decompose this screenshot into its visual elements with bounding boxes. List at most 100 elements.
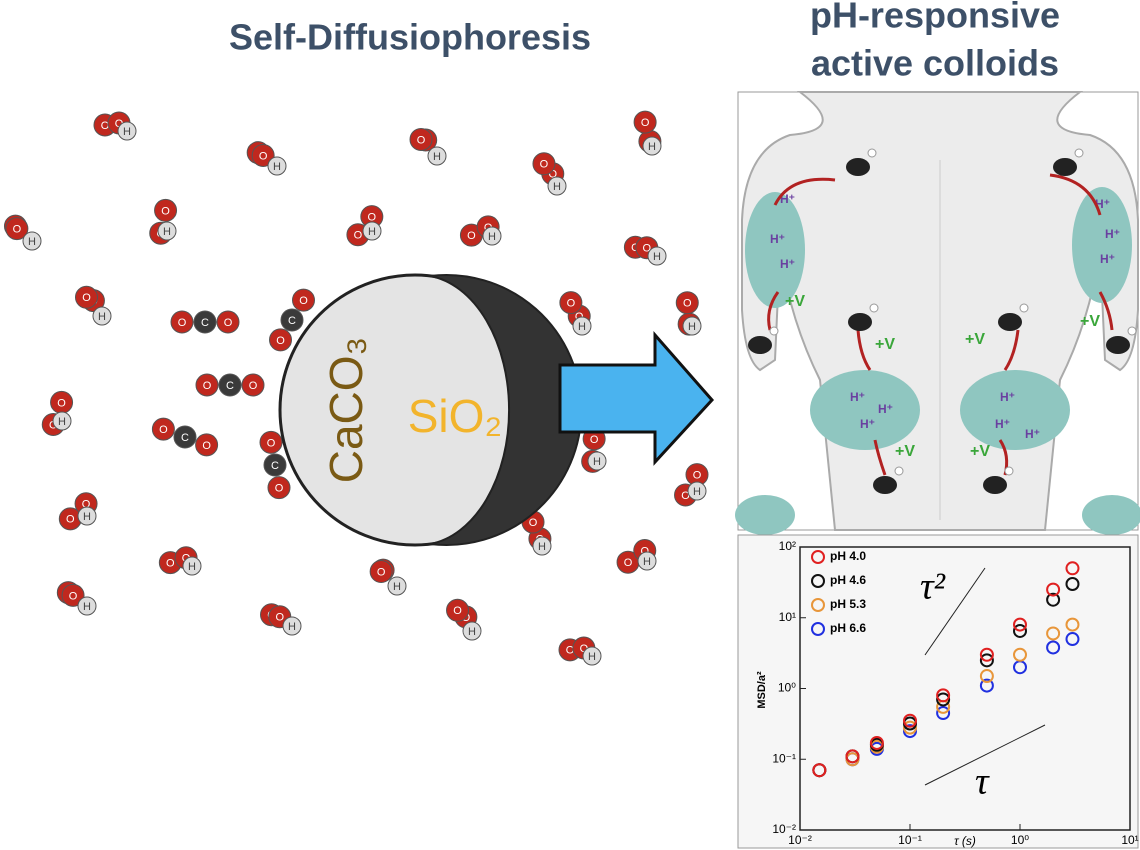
data-point xyxy=(845,749,860,764)
atom xyxy=(369,560,393,584)
bubble xyxy=(869,303,879,313)
atom xyxy=(647,246,667,266)
atom xyxy=(241,373,265,397)
proton-label: H⁺ xyxy=(995,417,1010,431)
atom-label: O xyxy=(683,298,692,310)
atom-label: O xyxy=(166,557,175,569)
atom-label: H xyxy=(28,236,36,248)
atom xyxy=(269,328,292,352)
data-point xyxy=(1065,617,1080,632)
bubble xyxy=(1074,148,1084,158)
y-tick-label: 10² xyxy=(779,539,796,553)
data-point xyxy=(979,678,994,693)
colloid xyxy=(998,313,1022,331)
data-point xyxy=(1046,640,1061,655)
atom xyxy=(170,310,194,334)
proton-label: H⁺ xyxy=(1025,427,1040,441)
legend-label: pH 4.0 xyxy=(830,549,866,563)
atom xyxy=(427,146,447,166)
atom xyxy=(582,646,602,666)
acid-region xyxy=(1082,495,1140,535)
atom-label: O xyxy=(178,317,187,329)
atom xyxy=(195,373,219,397)
atom-label: O xyxy=(624,557,633,569)
atom-label: O xyxy=(354,230,363,242)
bubble xyxy=(867,148,877,158)
atom-label: H xyxy=(593,456,601,468)
y-axis-label: MSD/a² xyxy=(756,671,768,709)
core-label: SiO₂ xyxy=(408,390,503,442)
atom-label: O xyxy=(161,205,170,217)
colloid xyxy=(848,313,872,331)
atom xyxy=(446,598,470,622)
colloid xyxy=(846,158,870,176)
atom-label: H xyxy=(273,161,281,173)
atom xyxy=(22,231,42,251)
atom-label: H xyxy=(468,626,476,638)
atom-label: O xyxy=(13,224,22,236)
acid-region xyxy=(745,192,805,308)
water-molecule: OOH xyxy=(446,598,482,641)
movement-arrow xyxy=(773,177,836,206)
data-point xyxy=(936,706,951,721)
atom-label: O xyxy=(259,150,268,162)
atom-label: O xyxy=(566,645,575,657)
atom-label: O xyxy=(82,499,91,511)
acid-region xyxy=(1072,187,1132,303)
movement-arrow xyxy=(1098,291,1114,331)
proton-label: H⁺ xyxy=(770,232,785,246)
colloid xyxy=(983,476,1007,494)
atom xyxy=(218,373,242,397)
water-molecule: OOH xyxy=(41,390,74,436)
atom-label: O xyxy=(548,169,557,181)
atom xyxy=(387,576,407,596)
colloid xyxy=(1053,158,1077,176)
legend-marker xyxy=(811,598,825,612)
atom xyxy=(151,417,175,441)
colloid xyxy=(873,476,897,494)
water-molecule: OOH xyxy=(3,214,42,251)
water-molecule: OOH xyxy=(74,285,112,326)
velocity-label: +V xyxy=(970,443,990,460)
atom-label: O xyxy=(66,514,75,526)
velocity-label: +V xyxy=(785,293,805,310)
y-tick-label: 10⁻¹ xyxy=(772,751,796,765)
atom xyxy=(267,156,287,176)
atom xyxy=(637,551,657,571)
atom-label: H xyxy=(288,621,296,633)
atom-label: H xyxy=(188,561,196,573)
molecules: OOHOOHOOHOOHOOHOOHOOHOOHOOHOOHOOHOOHOOHO… xyxy=(3,110,709,666)
atom-label: O xyxy=(567,298,576,310)
atom xyxy=(52,411,72,431)
atom xyxy=(587,451,607,471)
water-molecule: OOH xyxy=(675,291,702,336)
atom-label: O xyxy=(693,469,702,481)
atom-label: H xyxy=(123,126,131,138)
legend-marker xyxy=(811,550,825,564)
data-point xyxy=(979,653,994,668)
atom-label: H xyxy=(488,231,496,243)
atom xyxy=(117,121,137,141)
data-point xyxy=(1013,617,1027,632)
proton-label: H⁺ xyxy=(878,402,893,416)
water-molecule: OOH xyxy=(633,110,662,156)
atom-label: O xyxy=(681,490,690,502)
water-molecule: OOH xyxy=(260,603,302,636)
atom-label: H xyxy=(393,581,401,593)
atom-label: O xyxy=(115,118,124,130)
atom-label: O xyxy=(49,419,58,431)
x-tick-label: 10⁻¹ xyxy=(898,833,922,847)
data-point xyxy=(936,688,951,703)
colloid xyxy=(1106,336,1130,354)
atom xyxy=(559,291,583,315)
water-molecule: OOH xyxy=(149,198,178,245)
atom xyxy=(532,152,556,176)
atom-label: H xyxy=(693,486,701,498)
atom-label: C xyxy=(226,380,234,392)
body-diagram: H⁺H⁺H⁺H⁺H⁺H⁺H⁺H⁺H⁺H⁺H⁺H⁺+V+V +V+V+V +V xyxy=(735,91,1140,535)
atom-label: H xyxy=(83,511,91,523)
janus-particle: CaCO₃ SiO₂ xyxy=(278,273,583,547)
data-point xyxy=(1046,582,1061,597)
co2-molecule: O C O xyxy=(151,417,219,457)
slope-line xyxy=(924,567,986,656)
